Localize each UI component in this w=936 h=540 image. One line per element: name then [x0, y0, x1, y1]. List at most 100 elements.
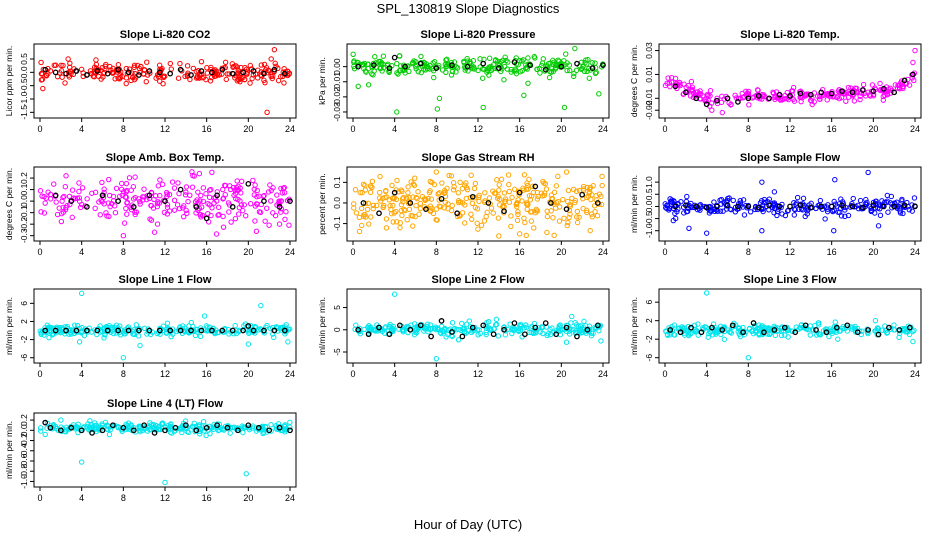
series-point [378, 65, 384, 71]
series-point [544, 229, 550, 236]
series-point [747, 209, 754, 215]
series-point [411, 332, 418, 338]
series-point [684, 193, 690, 200]
outlier-point [433, 169, 440, 175]
series-point [189, 184, 196, 190]
reference-point [797, 90, 804, 97]
series-point [38, 209, 44, 215]
series-point [427, 322, 434, 328]
series-point [50, 331, 56, 337]
series-point [768, 326, 774, 333]
series-point [88, 329, 95, 335]
reference-point [94, 327, 101, 334]
series-point [714, 95, 720, 101]
series-point [740, 197, 747, 203]
series-point [581, 318, 587, 325]
series-point [350, 51, 356, 57]
panel-10: Slope Line 4 (LT) Flow ml/min per min. 0 4 8… [4, 398, 297, 503]
reference-point [672, 83, 679, 90]
series-point [123, 180, 130, 187]
series-point [590, 330, 596, 337]
series-point [195, 67, 201, 74]
series-point [772, 332, 779, 339]
series-point [365, 324, 371, 330]
reference-point [813, 327, 819, 333]
y-tick-label: 0.01 [644, 66, 654, 83]
point-layer [662, 169, 918, 236]
series-point [125, 324, 132, 330]
series-point [271, 68, 277, 75]
reference-point [417, 60, 424, 67]
series-point [388, 211, 395, 217]
series-point [209, 205, 215, 211]
x-tick-label: 4 [392, 124, 397, 134]
series-point [226, 71, 232, 77]
series-point [157, 325, 163, 332]
series-point [204, 70, 211, 76]
series-point [419, 193, 426, 200]
series-point [430, 60, 436, 66]
series-point [112, 76, 118, 82]
reference-point [287, 198, 293, 204]
series-point [792, 207, 798, 213]
series-point [74, 195, 80, 201]
reference-point [120, 424, 127, 431]
series-point [268, 56, 274, 62]
x-tick-label: 16 [515, 247, 525, 257]
series-point [805, 327, 811, 333]
reference-point [703, 204, 710, 211]
series-point [774, 212, 780, 219]
series-point [103, 61, 109, 68]
series-point [45, 66, 51, 72]
series-point [791, 98, 798, 104]
series-point [233, 330, 240, 337]
x-tick-label: 4 [704, 247, 709, 257]
reference-point [891, 89, 898, 96]
series-point [78, 66, 85, 73]
series-point [102, 332, 108, 338]
y-tick-label: -0.01 [644, 88, 654, 108]
y-tick-label: 0.2 [19, 172, 29, 184]
x-tick-label: 20 [556, 124, 566, 134]
reference-point [719, 327, 726, 333]
series-point [599, 173, 605, 180]
series-point [418, 69, 424, 76]
series-point [909, 208, 915, 214]
series-point [53, 325, 59, 332]
series-point [141, 186, 147, 192]
series-point [770, 89, 776, 96]
series-point [441, 190, 448, 196]
reference-point [449, 62, 455, 68]
series-point [542, 181, 549, 187]
reference-point [240, 327, 246, 334]
series-point [878, 86, 884, 93]
series-point [671, 332, 678, 338]
series-point [268, 73, 274, 79]
series-point [519, 68, 525, 74]
series-point [544, 213, 551, 220]
series-point [234, 178, 240, 184]
y-tick-label: 0 [332, 327, 342, 332]
series-point [521, 215, 527, 221]
series-point [526, 176, 532, 183]
y-tick-label: -0.3 [19, 228, 29, 243]
x-tick-label: 16 [202, 493, 212, 503]
series-point [524, 201, 530, 208]
x-tick-label: 12 [160, 247, 170, 257]
series-point [395, 71, 401, 77]
series-point [906, 82, 913, 88]
series-point [368, 214, 374, 220]
reference-point [47, 424, 54, 431]
y-tick-label: -0.2 [19, 217, 29, 232]
series-point [577, 323, 583, 329]
series-point [449, 320, 456, 326]
reference-point [203, 424, 210, 431]
series-point [421, 59, 427, 66]
series-point [106, 323, 112, 329]
series-point [757, 200, 764, 206]
x-tick-label: 4 [392, 369, 397, 379]
series-point [274, 192, 280, 198]
series-point [266, 222, 272, 228]
outlier-point [745, 354, 752, 361]
outlier-point [572, 45, 578, 52]
